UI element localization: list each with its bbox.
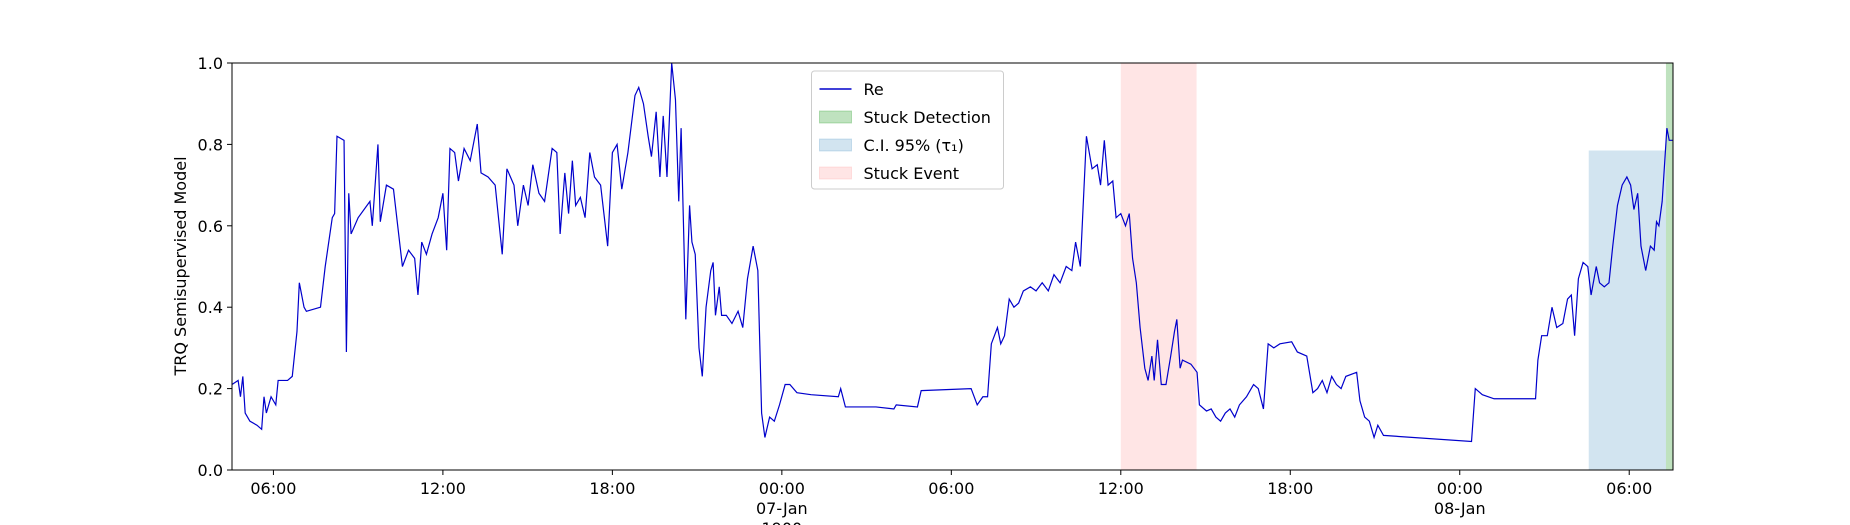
line xyxy=(231,62,1673,443)
legend-label: Stuck Detection xyxy=(864,108,991,127)
y-axis-label: TRQ Semisupervised Model xyxy=(171,156,190,376)
x-tick-label: 06:00 xyxy=(250,479,296,498)
y-tick-label: 0.2 xyxy=(198,380,223,399)
legend-label: C.I. 95% (τ₁) xyxy=(864,136,964,155)
x-tick-label: 00:00 08-Jan xyxy=(1434,479,1486,518)
span xyxy=(1120,63,1197,470)
y-tick-label: 0.0 xyxy=(198,461,223,480)
x-tick-label: 12:00 xyxy=(420,479,466,498)
x-tick-label: 06:00 xyxy=(928,479,974,498)
span xyxy=(1665,63,1673,470)
x-tick-label: 18:00 xyxy=(589,479,635,498)
legend-label: Re xyxy=(864,80,884,99)
legend-swatch xyxy=(819,138,852,152)
legend-box xyxy=(811,70,1004,190)
x-tick-label: 18:00 xyxy=(1267,479,1313,498)
x-tick-label: 12:00 xyxy=(1098,479,1144,498)
y-tick-label: 1.0 xyxy=(198,54,223,73)
y-tick-label: 0.8 xyxy=(198,135,223,154)
legend: Re Stuck Detection C.I. 95% (τ₁) Stuck Even… xyxy=(811,70,1004,190)
y-tick-label: 0.4 xyxy=(198,298,223,317)
y-tick-label: 0.6 xyxy=(198,217,223,236)
legend-swatch xyxy=(819,166,852,180)
x-tick-label: 06:00 xyxy=(1606,479,1652,498)
span xyxy=(1588,150,1666,470)
legend-label: Stuck Event xyxy=(864,164,960,183)
legend-swatch xyxy=(819,110,852,124)
axes-frame xyxy=(231,62,1674,471)
